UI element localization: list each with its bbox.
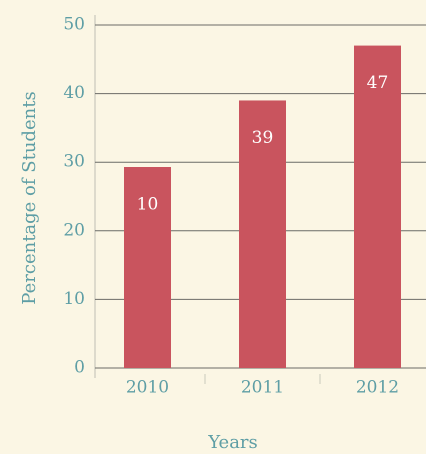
y-tick-label: 20 <box>63 220 85 240</box>
y-tick-label: 40 <box>63 83 85 103</box>
y-tick-label: 0 <box>74 358 85 378</box>
x-axis-title: Years <box>207 432 258 453</box>
bar <box>354 45 401 368</box>
y-axis-title: Percentage of Students <box>19 91 40 304</box>
bar-label: 10 <box>137 195 159 215</box>
bar <box>124 167 171 368</box>
x-tick-label: 2011 <box>241 378 284 398</box>
bar-label: 47 <box>367 73 389 93</box>
y-tick-label: 30 <box>63 152 85 172</box>
bar <box>239 100 286 369</box>
bar-label: 39 <box>252 128 274 148</box>
y-tick-label: 10 <box>63 289 85 309</box>
x-tick-label: 2012 <box>356 378 399 398</box>
x-tick-label: 2010 <box>126 378 169 398</box>
y-tick-label: 50 <box>63 15 85 35</box>
